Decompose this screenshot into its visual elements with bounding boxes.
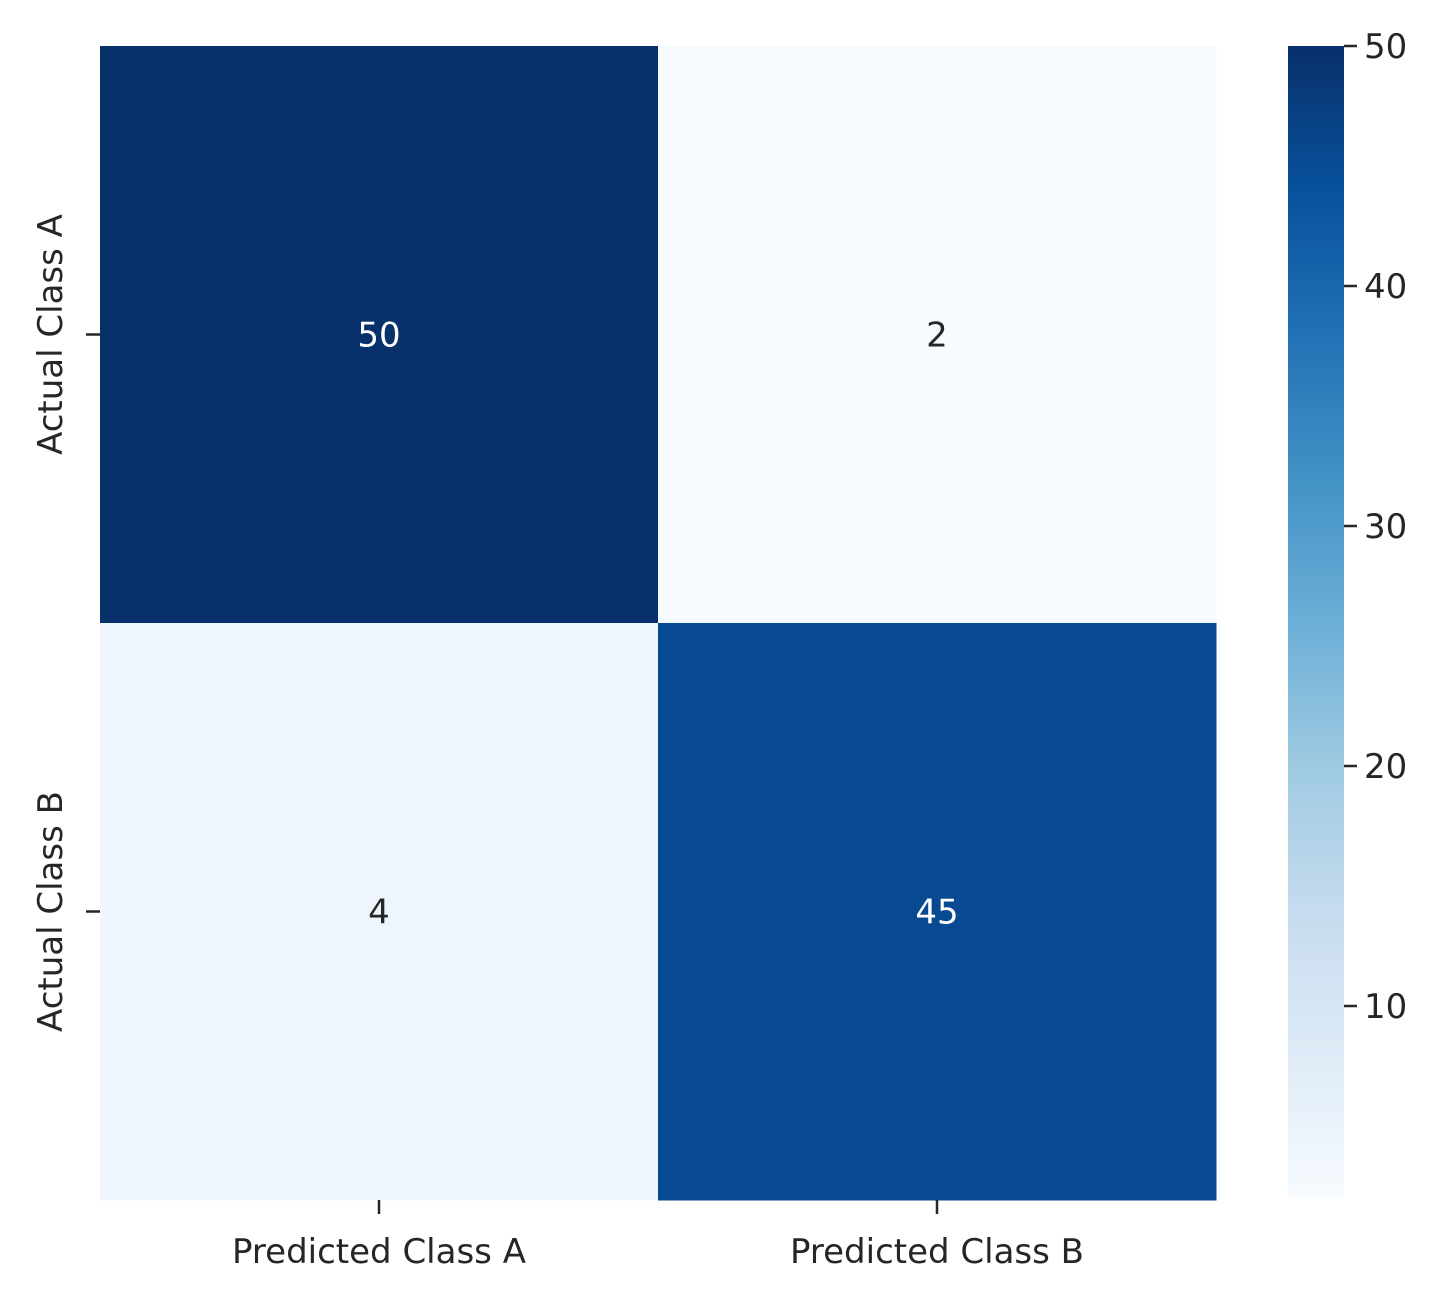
colorbar-tick-label-50: 50 <box>1364 27 1407 67</box>
cell-annotation-r1-c1: 50 <box>357 316 400 356</box>
colorbar-tick-label-40: 40 <box>1364 267 1407 307</box>
x-tick-label-predicted-class-a: Predicted Class A <box>232 1232 526 1272</box>
y-tick-label-actual-class-b: Actual Class B <box>31 791 71 1032</box>
cell-annotation-r2-c1: 4 <box>368 893 390 933</box>
colorbar: 10 20 30 40 50 <box>1288 27 1407 1198</box>
x-axis: Predicted Class A Predicted Class B <box>232 1200 1084 1272</box>
x-tick-label-predicted-class-b: Predicted Class B <box>790 1232 1084 1272</box>
heatmap-cell-r1-c2 <box>658 46 1217 624</box>
colorbar-tick-label-20: 20 <box>1364 747 1407 787</box>
cell-annotation-r2-c2: 45 <box>915 893 958 933</box>
heatmap-cell-r1-c1 <box>100 46 659 624</box>
heatmap-cell-r2-c2 <box>658 623 1217 1201</box>
colorbar-gradient <box>1288 46 1344 1198</box>
cell-annotations: 50 2 4 45 <box>357 316 958 933</box>
cell-annotation-r1-c2: 2 <box>926 316 948 356</box>
heatmap-cell-r2-c1 <box>100 623 659 1201</box>
y-axis: Actual Class A Actual Class B <box>31 214 100 1032</box>
heatmap-cells <box>100 46 1217 1201</box>
colorbar-tick-label-30: 30 <box>1364 507 1407 547</box>
colorbar-tick-label-10: 10 <box>1364 987 1407 1027</box>
y-tick-label-actual-class-a: Actual Class A <box>31 214 71 455</box>
